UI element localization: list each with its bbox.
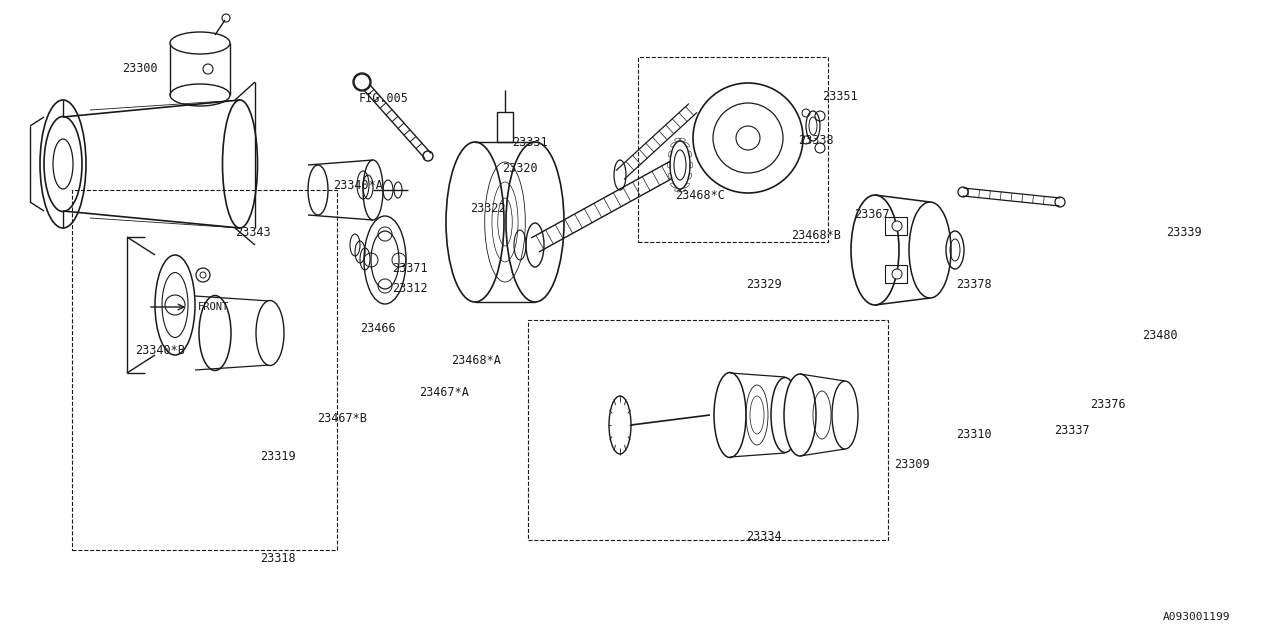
Ellipse shape xyxy=(851,195,899,305)
Bar xyxy=(529,320,888,540)
Text: 23376: 23376 xyxy=(1091,399,1126,412)
Text: 23338: 23338 xyxy=(799,134,833,147)
Circle shape xyxy=(892,221,902,231)
Text: 23378: 23378 xyxy=(956,278,992,291)
Ellipse shape xyxy=(832,381,858,449)
Text: 23371: 23371 xyxy=(392,262,428,275)
Circle shape xyxy=(204,64,212,74)
Ellipse shape xyxy=(198,296,230,371)
Ellipse shape xyxy=(785,374,817,456)
Text: 23329: 23329 xyxy=(746,278,782,291)
Text: 23337: 23337 xyxy=(1055,424,1089,436)
Bar xyxy=(72,190,337,550)
Text: 23467*A: 23467*A xyxy=(419,385,468,399)
Text: 23467*B: 23467*B xyxy=(317,412,367,424)
Circle shape xyxy=(892,269,902,279)
Text: 23320: 23320 xyxy=(502,161,538,175)
Text: 23339: 23339 xyxy=(1166,225,1202,239)
Text: 23318: 23318 xyxy=(260,552,296,564)
Text: 23309: 23309 xyxy=(895,458,929,470)
Ellipse shape xyxy=(609,396,631,454)
Text: 23468*C: 23468*C xyxy=(675,189,724,202)
Text: A093001199: A093001199 xyxy=(1162,612,1230,622)
Ellipse shape xyxy=(669,141,690,189)
Text: 23300: 23300 xyxy=(122,61,157,74)
Text: 23468*B: 23468*B xyxy=(791,228,841,241)
Text: 23340*A: 23340*A xyxy=(333,179,383,191)
Circle shape xyxy=(353,73,371,91)
Ellipse shape xyxy=(909,202,951,298)
Bar xyxy=(497,112,513,142)
Ellipse shape xyxy=(256,301,284,365)
Ellipse shape xyxy=(155,255,195,355)
Circle shape xyxy=(200,272,206,278)
Text: 23322: 23322 xyxy=(470,202,506,214)
Text: 23466: 23466 xyxy=(360,321,396,335)
Text: FRONT: FRONT xyxy=(198,302,229,312)
Text: FIG.005: FIG.005 xyxy=(360,92,408,104)
Text: 23367: 23367 xyxy=(854,207,890,221)
Text: 23319: 23319 xyxy=(260,449,296,463)
Text: 23312: 23312 xyxy=(392,282,428,294)
Text: 23468*A: 23468*A xyxy=(451,353,500,367)
Bar xyxy=(884,265,908,283)
Bar xyxy=(637,57,828,242)
Bar xyxy=(884,217,908,235)
Text: 23331: 23331 xyxy=(512,136,548,148)
Text: 23343: 23343 xyxy=(236,225,271,239)
Text: 23351: 23351 xyxy=(822,90,858,102)
Text: 23480: 23480 xyxy=(1142,328,1178,342)
Text: 23310: 23310 xyxy=(956,428,992,440)
Text: 23334: 23334 xyxy=(746,529,782,543)
Ellipse shape xyxy=(364,216,406,304)
Text: 23340*B: 23340*B xyxy=(136,344,184,356)
